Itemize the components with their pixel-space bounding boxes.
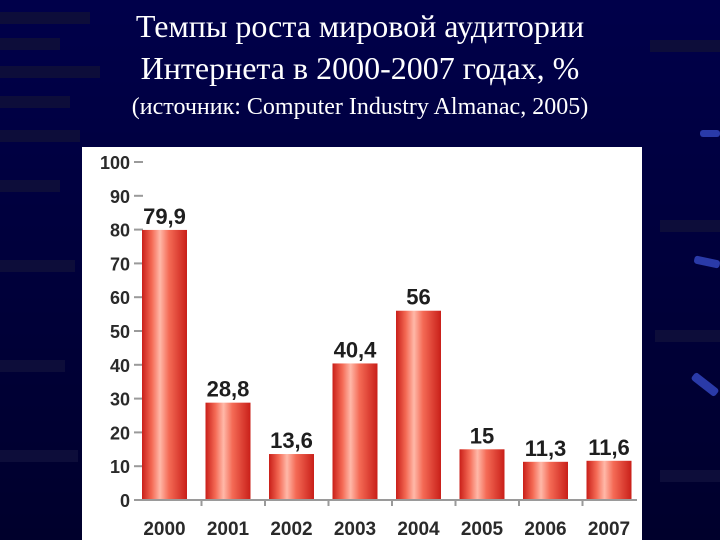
y-tick-label: 10 (110, 457, 130, 477)
bars: 79,9 28,8 13,6 40,4 56 15 11,3 11,6 (142, 204, 632, 501)
bar-2001 (205, 402, 251, 500)
background-stripe (0, 96, 70, 108)
y-tick-label: 20 (110, 423, 130, 443)
bar-chart: 0 10 20 30 40 50 60 70 80 90 100 79,9 28,8 13,6 40,4 5… (82, 147, 642, 540)
background-stripe (0, 12, 90, 24)
slide-source: (источник: Computer Industry Almanac, 20… (131, 94, 589, 120)
background-stripe (0, 66, 100, 78)
x-tick-label: 2002 (270, 519, 312, 540)
chart-svg: 0 10 20 30 40 50 60 70 80 90 100 79,9 28,8 13,6 40,4 5… (100, 153, 637, 540)
bar-2003 (332, 363, 378, 500)
y-tick-label: 60 (110, 288, 130, 308)
background-stripe (660, 220, 720, 232)
bar-2007 (586, 460, 632, 500)
background-stripe (650, 40, 720, 52)
bar-2005 (459, 449, 505, 500)
data-label: 11,3 (525, 436, 567, 461)
background-stripe (0, 360, 65, 372)
data-label: 11,6 (588, 435, 630, 460)
data-label: 28,8 (207, 377, 250, 402)
slide-title-line2: Интернета в 2000-2007 годах, % (140, 50, 580, 86)
y-tick-label: 100 (100, 153, 130, 173)
y-axis: 0 10 20 30 40 50 60 70 80 90 100 (100, 153, 143, 511)
background-stripe (0, 450, 78, 462)
background-stripe (0, 260, 75, 272)
bar-2000 (142, 229, 187, 501)
decor-mark (700, 130, 720, 137)
x-tick-label: 2001 (207, 519, 250, 540)
y-tick-label: 80 (110, 221, 130, 241)
y-tick-label: 50 (110, 322, 130, 342)
background-stripe (0, 180, 60, 192)
x-tick-label: 2003 (334, 519, 376, 540)
x-tick-label: 2004 (397, 519, 440, 540)
decor-mark (690, 371, 720, 398)
background-stripe (0, 130, 80, 142)
decor-mark (693, 255, 720, 269)
x-tick-label: 2006 (524, 519, 566, 540)
y-tick-label: 30 (110, 390, 130, 410)
background-stripe (655, 330, 720, 342)
data-label: 79,9 (143, 204, 186, 229)
slide-title-line1: Темпы роста мировой аудитории (135, 8, 585, 44)
bar-2002 (269, 454, 314, 500)
x-tick-label: 2005 (461, 519, 504, 540)
data-label: 15 (470, 423, 494, 448)
bar-2004 (396, 310, 441, 500)
background-stripe (660, 470, 720, 482)
data-label: 40,4 (334, 337, 378, 362)
background-stripe (0, 38, 60, 50)
data-label: 56 (406, 285, 430, 310)
x-tick-label: 2007 (588, 519, 630, 540)
y-tick-label: 90 (110, 187, 130, 207)
x-axis: 2000 2001 2002 2003 2004 2005 2006 2007 (134, 499, 637, 540)
y-tick-label: 70 (110, 254, 130, 274)
x-tick-label: 2000 (143, 519, 185, 540)
y-tick-label: 40 (110, 356, 130, 376)
bar-2006 (523, 461, 568, 500)
y-tick-label: 0 (120, 491, 130, 511)
data-label: 13,6 (270, 428, 313, 453)
